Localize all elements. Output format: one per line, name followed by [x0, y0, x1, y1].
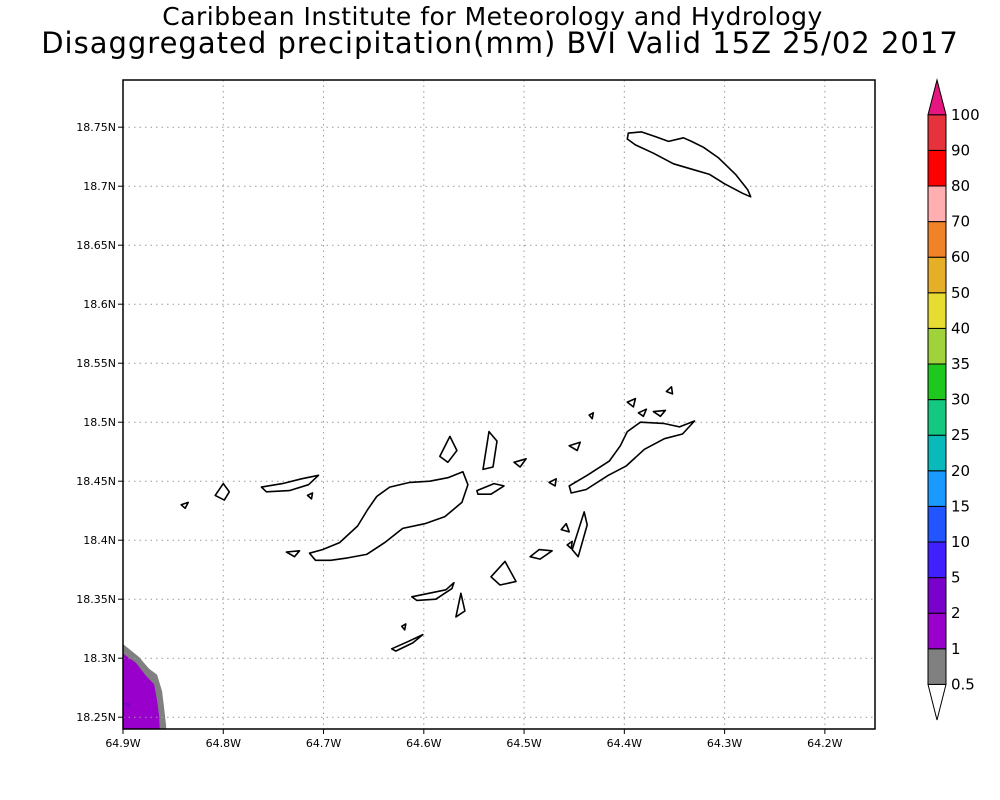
colorbar-label: 10 — [951, 533, 970, 551]
colorbar-cell — [927, 683, 947, 721]
island-outline — [260, 474, 320, 493]
colorbar-label: 0.5 — [951, 675, 975, 693]
island-outline — [476, 482, 505, 496]
y-tick-label: 18.75N — [76, 121, 116, 134]
island-outline — [566, 540, 574, 550]
colorbar-label: 15 — [951, 497, 970, 515]
y-tick-label: 18.55N — [76, 357, 116, 370]
island-outline — [529, 548, 553, 560]
map-title: Caribbean Institute for Meteorology and … — [162, 2, 823, 31]
island-outline — [214, 482, 231, 501]
colorbar-cell — [927, 577, 947, 614]
x-tick-label: 64.8W — [206, 737, 241, 750]
colorbar-cell — [927, 292, 947, 329]
x-tick-label: 64.4W — [607, 737, 642, 750]
x-tick-label: 64.6W — [406, 737, 441, 750]
island-outline — [180, 501, 189, 510]
colorbar-cell — [927, 256, 947, 294]
y-tick-label: 18.3N — [83, 652, 116, 665]
lat-lon-grid — [123, 80, 875, 729]
island-outline — [665, 385, 674, 395]
island-outline — [438, 435, 458, 464]
colorbar-label: 35 — [951, 355, 970, 373]
longitude-ticks: 64.9W 64.8W 64.7W 64.6W 64.5W 64.4W 64.3W 64.2W — [105, 729, 843, 750]
colorbar-label: 90 — [951, 141, 970, 159]
island-outline — [560, 522, 571, 533]
x-tick-label: 64.3W — [707, 737, 742, 750]
colorbar-label: 80 — [951, 177, 970, 195]
island-outline — [410, 581, 455, 602]
colorbar-cell — [927, 149, 947, 187]
colorbar-label: 5 — [951, 569, 961, 587]
colorbar-cell — [927, 612, 947, 650]
colorbar-label: 60 — [951, 248, 970, 266]
island-outline — [588, 411, 595, 420]
island-outline — [400, 623, 407, 631]
island-outline — [285, 549, 301, 558]
colorbar-cell — [927, 78, 947, 116]
colorbar-cell — [927, 221, 947, 258]
island-outline — [482, 430, 498, 471]
precip-area-2-5 — [123, 653, 160, 729]
island-outline — [455, 592, 466, 618]
map-subtitle: Disaggregated precipitation(mm) BVI Vali… — [41, 26, 959, 60]
colorbar-label: 2 — [951, 604, 961, 622]
island-outline — [390, 633, 424, 652]
colorbar-label: 20 — [951, 462, 970, 480]
x-tick-label: 64.9W — [105, 737, 140, 750]
colorbar-label: 1 — [951, 640, 961, 658]
colorbar-label: 100 — [951, 106, 980, 124]
y-tick-label: 18.6N — [83, 298, 116, 311]
colorbar-label: 30 — [951, 391, 970, 409]
colorbar-cell — [927, 327, 947, 365]
y-tick-label: 18.45N — [76, 475, 116, 488]
colorbar-cell — [927, 399, 947, 436]
island-outline — [626, 397, 637, 408]
colorbar-cell — [927, 363, 947, 401]
precip-area-5-10 — [123, 703, 130, 708]
y-tick-label: 18.4N — [83, 534, 116, 547]
island-outline — [626, 131, 752, 198]
island-outline — [568, 441, 582, 452]
precipitation-layer — [123, 644, 167, 729]
y-tick-label: 18.5N — [83, 416, 116, 429]
island-outline — [571, 511, 589, 558]
island-outline — [568, 420, 696, 494]
x-tick-label: 64.7W — [306, 737, 341, 750]
map-frame — [122, 79, 876, 730]
latitude-ticks: 18.75N 18.7N 18.65N 18.6N 18.55N 18.5N 18.45N 1… — [76, 121, 123, 724]
island-outline — [490, 560, 517, 586]
island-outlines — [180, 131, 752, 652]
x-tick-label: 64.2W — [807, 737, 842, 750]
colorbar-cell — [927, 505, 947, 543]
colorbar-cell — [927, 470, 947, 507]
island-outline — [637, 408, 648, 418]
colorbar-label: 70 — [951, 213, 970, 231]
y-tick-label: 18.7N — [83, 180, 116, 193]
colorbar-label: 40 — [951, 319, 970, 337]
island-outline — [652, 409, 667, 418]
y-tick-label: 18.35N — [76, 593, 116, 606]
colorbar-cell — [927, 648, 947, 685]
colorbar-cell — [927, 185, 947, 223]
island-outline — [513, 457, 527, 468]
island-outline — [308, 470, 469, 562]
colorbar-label: 50 — [951, 284, 970, 302]
colorbar-cell — [927, 434, 947, 472]
island-outline — [548, 477, 558, 487]
island-outline — [306, 492, 314, 500]
y-tick-label: 18.25N — [76, 711, 116, 724]
x-tick-label: 64.5W — [506, 737, 541, 750]
y-tick-label: 18.65N — [76, 239, 116, 252]
colorbar-cell — [927, 541, 947, 579]
colorbar-label: 25 — [951, 426, 970, 444]
colorbar-cell — [927, 114, 947, 151]
